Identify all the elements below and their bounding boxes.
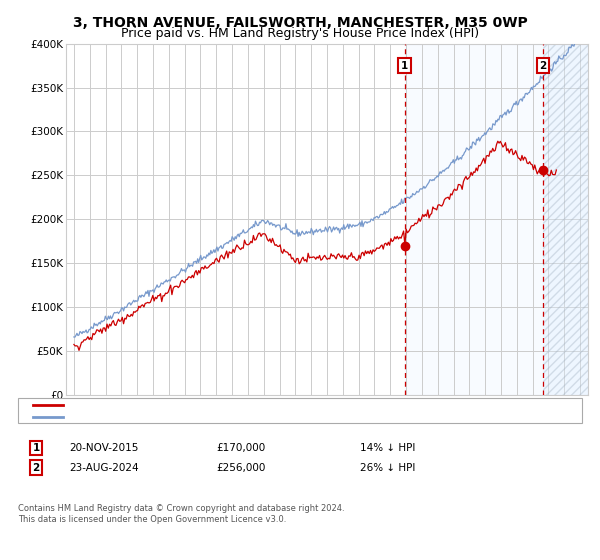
Text: 3, THORN AVENUE, FAILSWORTH, MANCHESTER, M35 0WP (detached house): 3, THORN AVENUE, FAILSWORTH, MANCHESTER,… (69, 400, 449, 410)
Bar (404, 44, 588, 395)
Text: £170,000: £170,000 (216, 443, 265, 453)
Text: 1: 1 (32, 443, 40, 453)
Text: 2: 2 (539, 60, 547, 71)
Text: 2: 2 (32, 463, 40, 473)
Text: HPI: Average price, detached house, Oldham: HPI: Average price, detached house, Oldh… (69, 412, 293, 422)
Text: This data is licensed under the Open Government Licence v3.0.: This data is licensed under the Open Gov… (18, 515, 286, 524)
Text: 26% ↓ HPI: 26% ↓ HPI (360, 463, 415, 473)
Text: 3, THORN AVENUE, FAILSWORTH, MANCHESTER, M35 0WP: 3, THORN AVENUE, FAILSWORTH, MANCHESTER,… (73, 16, 527, 30)
Text: 14% ↓ HPI: 14% ↓ HPI (360, 443, 415, 453)
Bar (543, 44, 588, 395)
Text: £256,000: £256,000 (216, 463, 265, 473)
Text: Contains HM Land Registry data © Crown copyright and database right 2024.: Contains HM Land Registry data © Crown c… (18, 504, 344, 513)
Text: Price paid vs. HM Land Registry's House Price Index (HPI): Price paid vs. HM Land Registry's House … (121, 27, 479, 40)
Text: 1: 1 (401, 60, 408, 71)
Text: 23-AUG-2024: 23-AUG-2024 (69, 463, 139, 473)
Text: 20-NOV-2015: 20-NOV-2015 (69, 443, 139, 453)
